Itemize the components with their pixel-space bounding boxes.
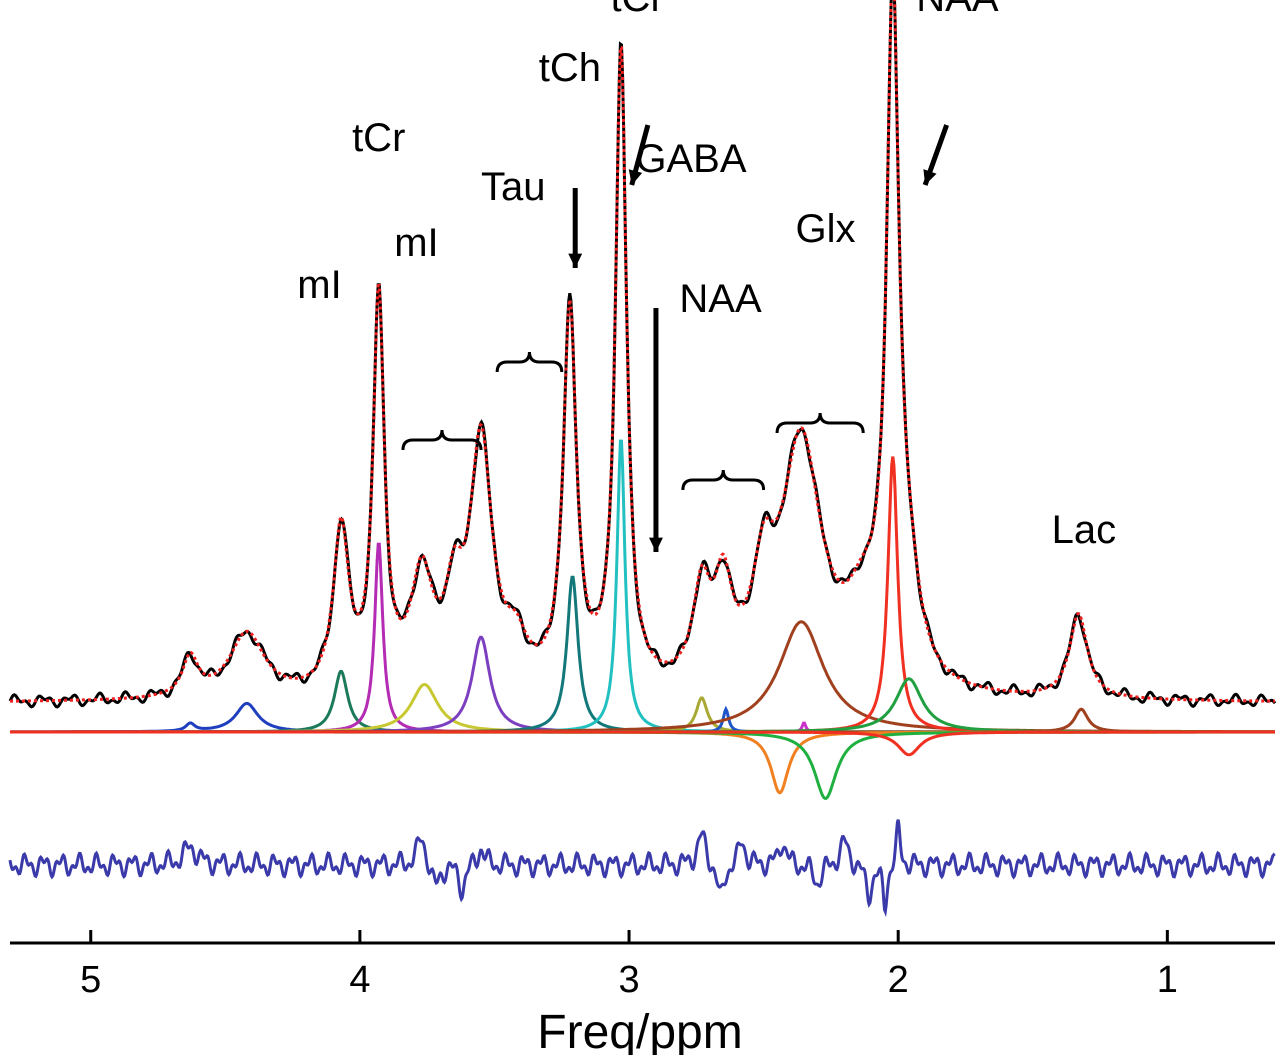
x-tick-label: 1	[1157, 959, 1178, 1001]
measured-spectrum-line	[8, 0, 1277, 709]
peak-label: mI	[297, 263, 341, 307]
naa-brace	[681, 469, 766, 491]
residual-group	[8, 819, 1276, 918]
peak-label: mI	[394, 221, 438, 265]
tau-brace	[495, 351, 564, 373]
gaba-arrow-head	[648, 537, 663, 552]
peak-label: Tau	[481, 165, 546, 209]
peak-label: NAA	[679, 277, 762, 321]
component-fit-line	[10, 682, 1275, 734]
negative-component-fit-line	[10, 730, 1275, 757]
annotations: tCr mI mI Tau tCh tCr GABA Glx NAA NAA Lac	[297, 0, 1116, 552]
fitted-spectrum-line	[10, 0, 1275, 703]
residual-line	[8, 819, 1276, 918]
negative-component-fits	[10, 730, 1275, 800]
x-axis: 5 4 3 2 1	[10, 930, 1275, 1001]
x-tick-label: 2	[888, 959, 909, 1001]
component-fit-line	[10, 677, 1275, 734]
naa-arrow-head	[923, 169, 937, 185]
x-tick-label: 4	[349, 959, 370, 1001]
peak-label: GABA	[635, 137, 746, 181]
total-spectrum-group	[8, 0, 1277, 709]
component-fit-line	[10, 575, 1275, 734]
negative-component-fit-line	[10, 730, 1275, 795]
x-tick-label: 5	[80, 959, 101, 1001]
peak-label: tCr	[610, 0, 663, 20]
component-fit-line	[10, 439, 1275, 734]
peak-label: Lac	[1052, 508, 1117, 552]
mi-brace	[401, 429, 483, 451]
tch-arrow-head	[568, 253, 583, 268]
negative-component-fit-line	[10, 730, 1275, 800]
component-fit-line	[10, 670, 1275, 734]
component-fits	[10, 439, 1275, 734]
x-axis-title: Freq/ppm	[537, 1006, 742, 1055]
glx-brace	[775, 412, 865, 434]
x-tick-label: 3	[618, 959, 639, 1001]
peak-label: tCh	[539, 46, 601, 90]
peak-label: NAA	[916, 0, 999, 20]
tcr-arrow-head	[628, 169, 643, 185]
component-fit-line	[10, 456, 1275, 734]
peak-label: Glx	[796, 207, 856, 251]
peak-label: tCr	[352, 116, 405, 160]
